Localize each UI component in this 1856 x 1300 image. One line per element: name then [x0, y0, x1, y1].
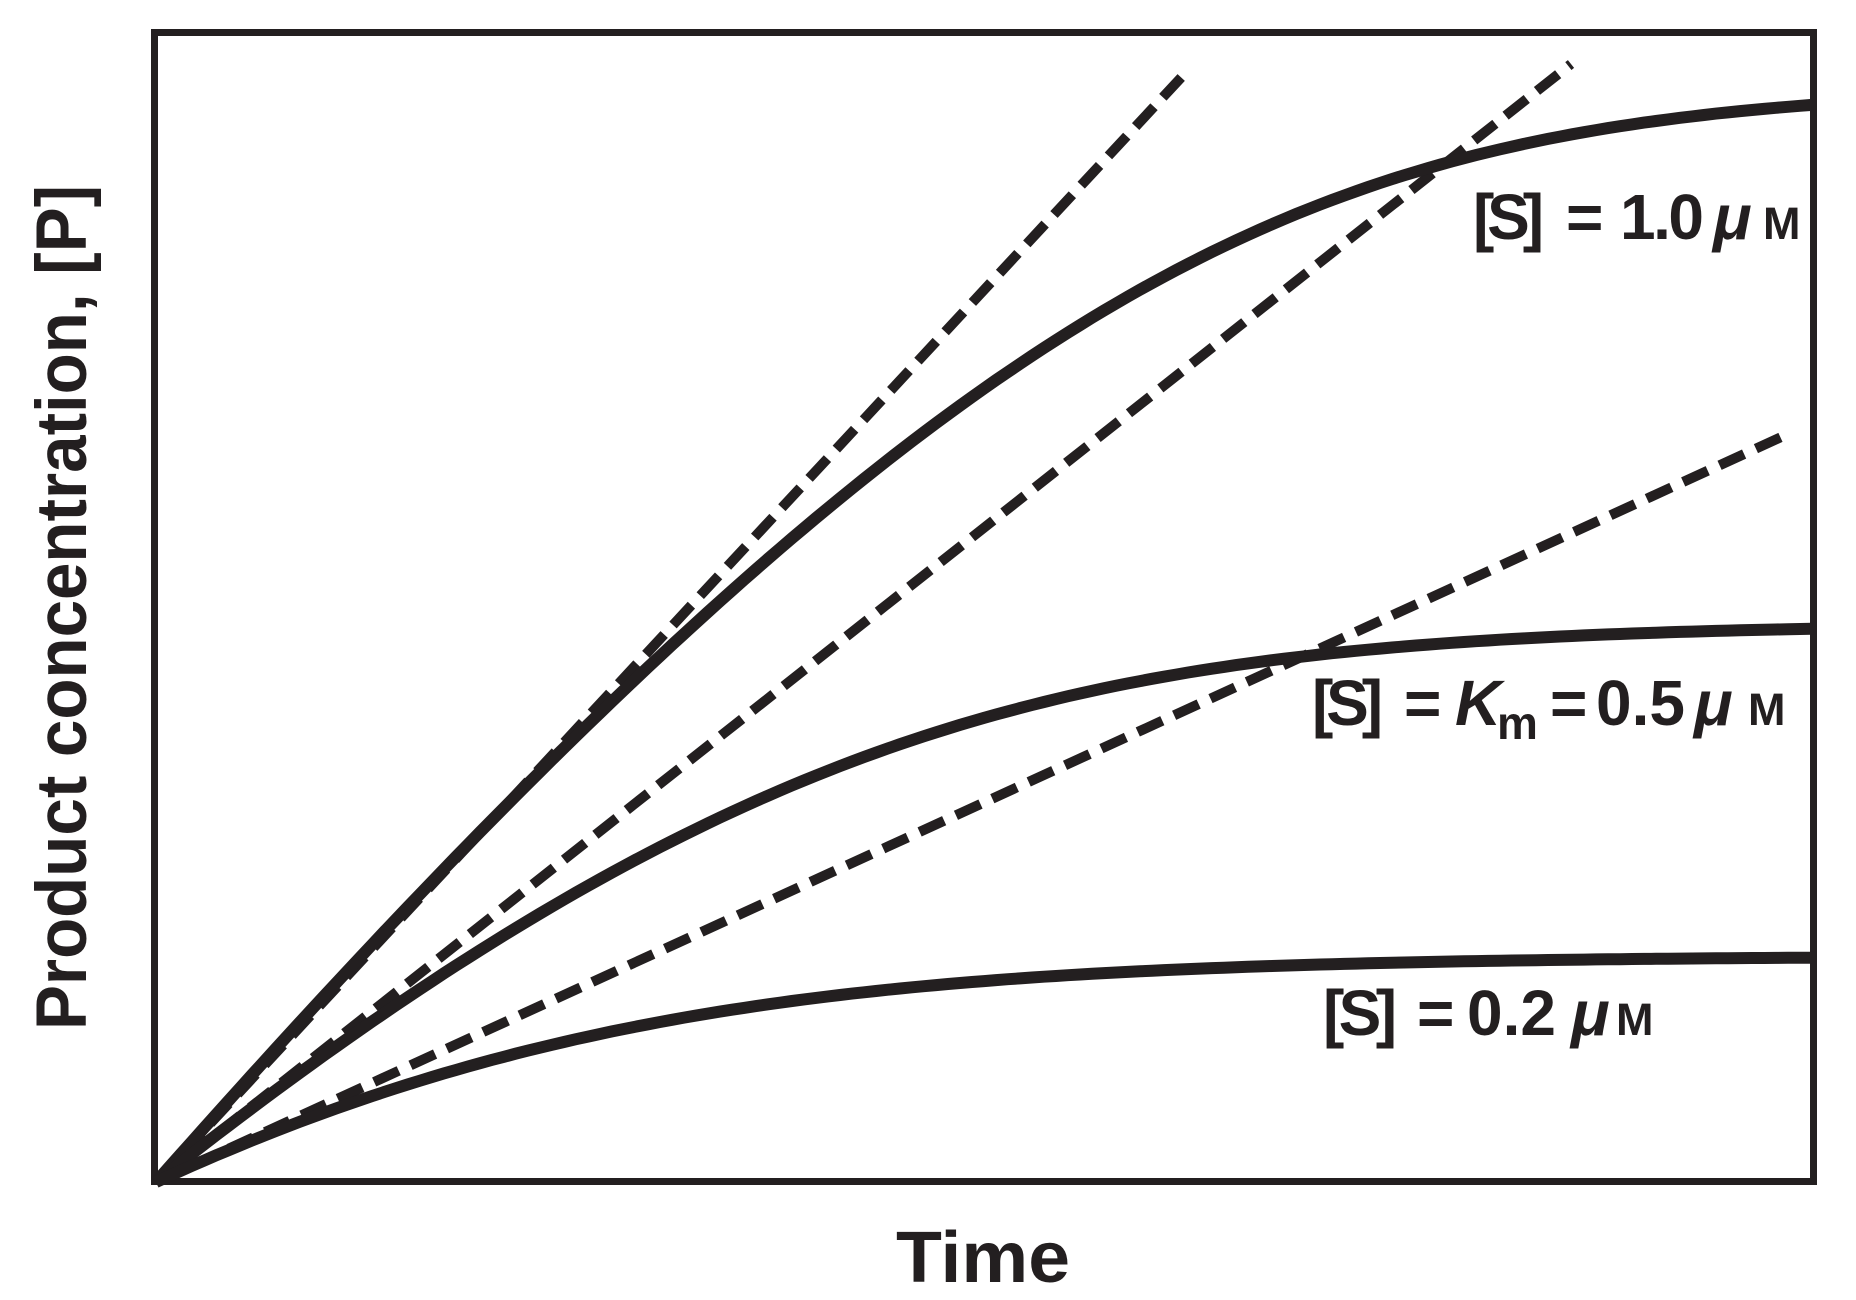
svg-text:0.2: 0.2 — [1467, 977, 1556, 1049]
svg-text:=: = — [1550, 667, 1587, 739]
svg-text:m: m — [1497, 697, 1538, 749]
svg-text:μ: μ — [1569, 977, 1610, 1049]
svg-text:K: K — [1455, 667, 1506, 739]
svg-text:M: M — [1616, 994, 1654, 1045]
svg-text:0.5: 0.5 — [1596, 667, 1685, 739]
svg-text:[S]: [S] — [1473, 181, 1544, 253]
svg-text:[S]: [S] — [1323, 977, 1397, 1049]
svg-text:M: M — [1763, 198, 1801, 249]
svg-text:M: M — [1748, 684, 1786, 735]
svg-text:=: = — [1417, 977, 1454, 1049]
svg-text:Time: Time — [896, 1218, 1070, 1298]
svg-text:μ: μ — [1692, 667, 1733, 739]
svg-text:Product concentration, [P]: Product concentration, [P] — [23, 185, 102, 1030]
svg-text:μ: μ — [1711, 181, 1752, 253]
svg-text:[S]: [S] — [1312, 667, 1383, 739]
svg-text:=: = — [1566, 181, 1603, 253]
svg-text:=: = — [1404, 667, 1441, 739]
svg-text:1.0: 1.0 — [1620, 181, 1704, 253]
